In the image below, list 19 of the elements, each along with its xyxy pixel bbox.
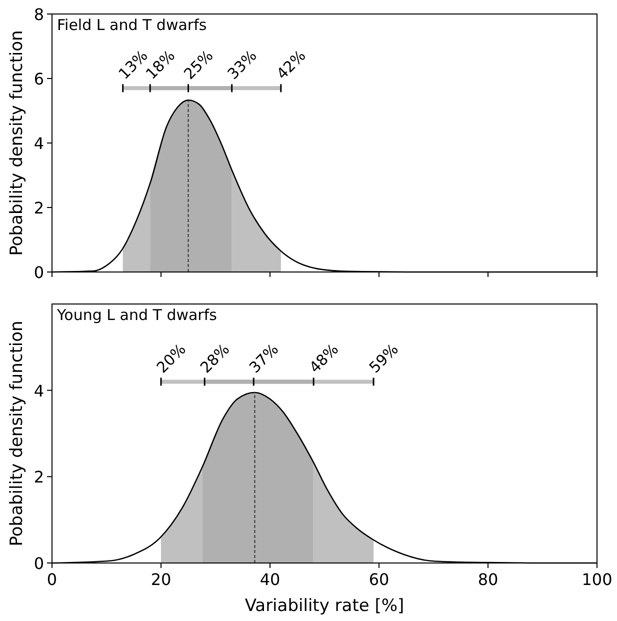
x-axis-title: Variability rate [%] (244, 596, 404, 616)
y-tick-label: 8 (34, 5, 44, 24)
y-tick-label: 4 (34, 134, 44, 153)
y-tick-label: 6 (34, 70, 44, 88)
y-axis-title: Pobability density function (7, 30, 27, 256)
chart-title: Field L and T dwarfs (57, 16, 207, 34)
x-tick-label: 60 (368, 570, 390, 589)
y-tick-label: 0 (34, 263, 44, 282)
y-axis-title: Pobability density function (7, 320, 27, 546)
x-tick-label: 20 (150, 570, 172, 589)
y-tick-label: 2 (34, 468, 44, 487)
y-tick-label: 2 (34, 198, 44, 218)
y-tick-label: 4 (34, 381, 44, 400)
x-tick-label: 0 (46, 570, 58, 589)
x-tick-label: 100 (582, 570, 612, 589)
chart-title: Young L and T dwarfs (56, 306, 218, 324)
y-tick-label: 0 (34, 554, 44, 573)
x-tick-label: 40 (260, 570, 280, 589)
x-tick-label: 80 (478, 570, 498, 589)
